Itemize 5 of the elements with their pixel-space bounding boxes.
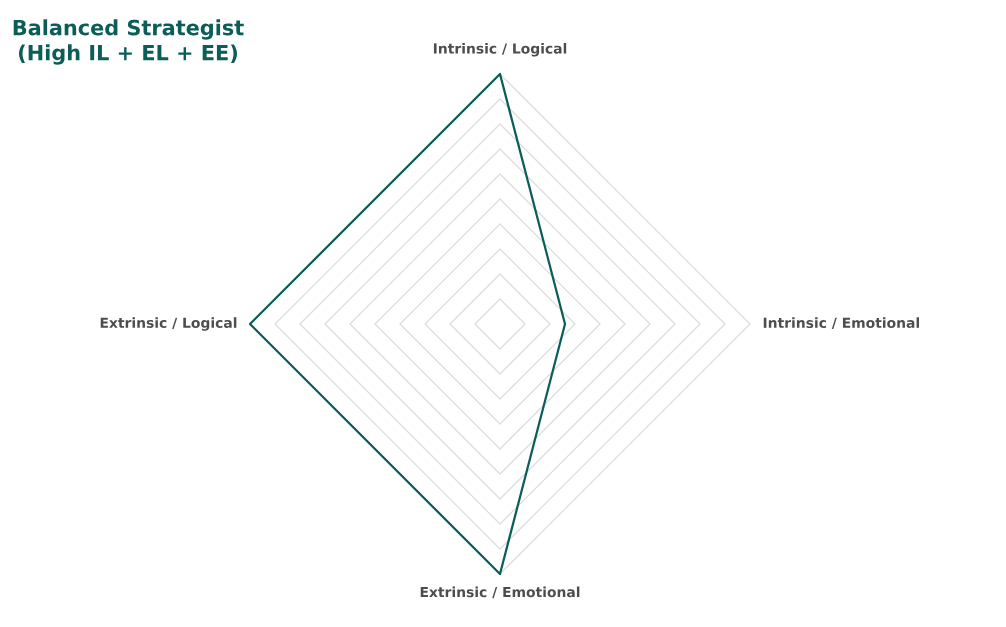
- spoke-label: Extrinsic / Emotional: [420, 586, 580, 599]
- spoke-label: Intrinsic / Emotional: [763, 317, 919, 330]
- spoke-label: Intrinsic / Logical: [433, 42, 567, 57]
- spoke-label: Extrinsic / Logical: [100, 317, 237, 331]
- chart-title: Balanced Strategist (High IL + EL + EE): [13, 19, 244, 65]
